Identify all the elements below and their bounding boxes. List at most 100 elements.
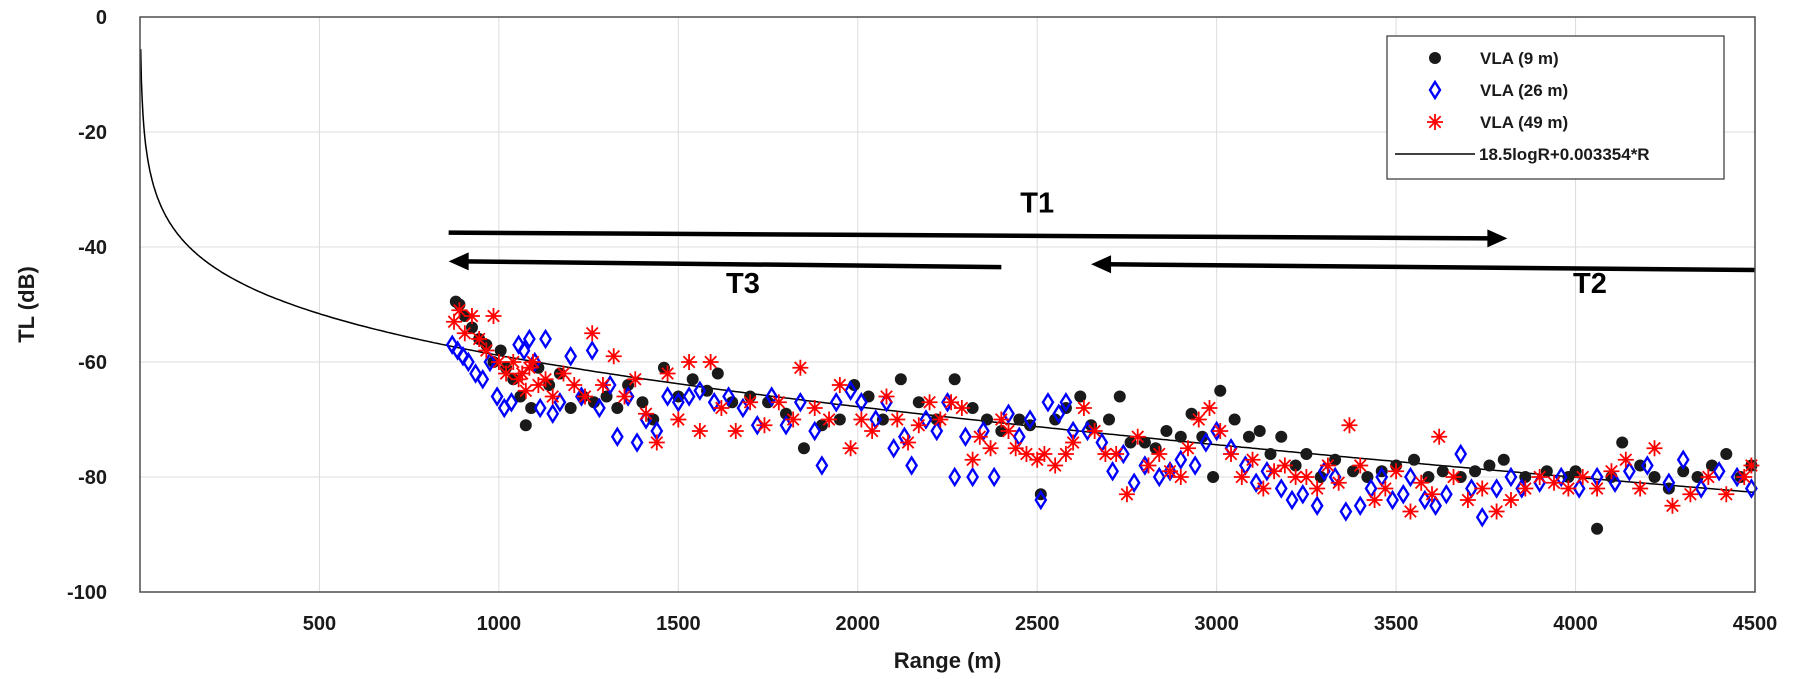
point-star [514,365,531,382]
point-diamond [1608,472,1622,494]
point-star [993,411,1010,428]
point-star [1517,480,1534,497]
point-star [1057,446,1074,462]
point-star [1682,486,1699,503]
point-dot [1264,448,1277,460]
point-star [605,348,622,365]
point-diamond [1152,466,1166,488]
point-diamond [546,403,560,425]
point-diamond [722,386,735,407]
legend: VLA (9 m) VLA (26 m) VLA (49 m) 18.5logR+0.… [1386,35,1725,180]
point-star [943,394,960,411]
point-diamond [1285,489,1299,511]
point-dot [1497,453,1510,466]
point-star [1352,457,1369,474]
x-tick-label: 3000 [1194,613,1239,635]
point-dot [564,402,577,414]
point-star [1341,417,1358,434]
point-star [648,434,665,451]
point-dot [1648,471,1661,483]
point-dot [833,413,846,426]
point-star [1162,463,1179,480]
point-diamond [1052,403,1066,425]
point-star [1309,480,1326,497]
point-star [1287,469,1304,485]
point-diamond [948,466,962,488]
point-star [1377,480,1394,497]
point-dot [1242,430,1255,443]
point-dot [1214,384,1227,397]
point-star [566,377,583,393]
point-diamond [1296,483,1310,505]
point-diamond [1490,478,1504,499]
point-star [1459,492,1476,508]
point-star [451,302,468,319]
point-diamond [1676,449,1690,471]
point-diamond [1023,409,1037,430]
point-diamond [539,328,552,350]
point-diamond [1034,489,1048,511]
point-star [878,388,895,405]
point-diamond [1694,478,1708,499]
point-star [1743,457,1760,474]
point-star [1319,457,1336,474]
point-star [964,451,981,468]
point-star [1388,463,1405,480]
scatter-points [445,295,1760,535]
point-star [1086,423,1103,439]
point-dot [1228,413,1241,426]
point-star [742,394,759,411]
point-star [1560,480,1577,497]
point-star [831,377,848,393]
point-diamond [610,426,624,448]
x-tick-label: 4500 [1733,613,1778,635]
point-star [910,417,927,434]
arrow-t1 [448,230,1492,241]
point-star [1574,469,1591,485]
point-dot [1469,465,1482,478]
point-diamond [905,455,919,476]
point-star [1402,503,1419,520]
point-diamond [1439,483,1453,505]
point-diamond [854,391,868,413]
legend-label: VLA (9 m) [1480,49,1559,68]
point-diamond [919,409,933,430]
point-dot [636,396,649,409]
point-star [953,400,970,416]
point-star [1007,440,1024,457]
point-dot [1436,465,1449,478]
point-star [1190,411,1207,428]
point-diamond [1174,449,1188,471]
point-dot [1160,425,1173,437]
legend-label: 18.5logR+0.003354*R [1479,145,1650,164]
point-diamond [1640,455,1654,476]
legend-label: VLA (26 m) [1480,81,1568,100]
point-diamond [512,334,526,356]
point-star [1700,469,1717,485]
point-star [1075,400,1092,416]
point-diamond [671,391,685,413]
arrowhead-t3 [448,252,469,271]
point-star [1276,457,1293,474]
point-star [713,400,730,416]
point-dot [780,407,792,420]
point-star [1244,451,1261,468]
y-tick-label: -60 [78,352,107,374]
point-star [1502,492,1519,508]
tick-labels: 500 1000 1500 2000 2500 3000 3500 4000 4500 0 -20 -… [67,7,1777,635]
y-axis-label: TL (dB) [14,266,39,343]
point-diamond [1554,466,1568,488]
point-dot [525,402,538,414]
point-dot [1569,465,1582,478]
point-star [485,308,502,324]
point-diamond [1188,455,1202,476]
point-star [517,382,534,399]
point-diamond [707,391,721,413]
legend-box [1386,35,1725,180]
series-star [446,302,1760,520]
point-star [555,365,572,382]
point-diamond [887,437,901,459]
point-diamond [661,386,674,407]
point-dot [1138,436,1151,449]
point-star [521,359,538,376]
